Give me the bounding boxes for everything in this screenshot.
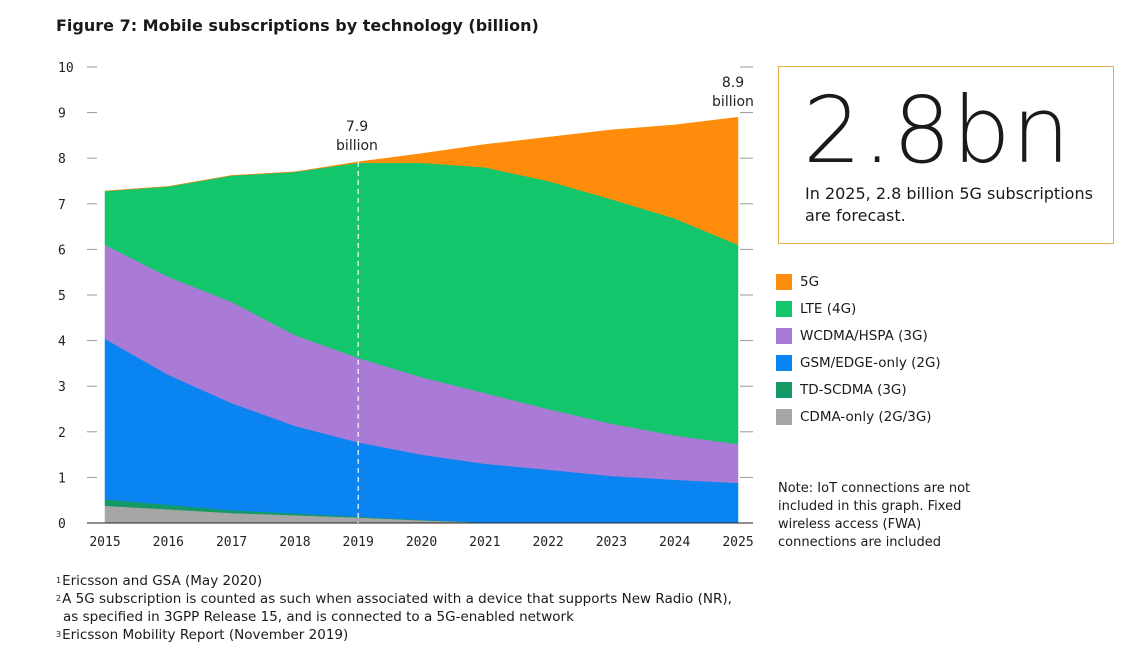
footnotes: 1Ericsson and GSA (May 2020) 2A 5G subsc… <box>56 572 732 644</box>
x-tick-label: 2021 <box>469 535 500 550</box>
legend-label: GSM/EDGE-only (2G) <box>800 354 941 371</box>
y-tick-label: 5 <box>58 289 66 304</box>
chart-note: Note: IoT connections are not included i… <box>778 481 971 550</box>
y-tick-label: 0 <box>58 517 66 532</box>
x-tick-label: 2016 <box>153 535 184 550</box>
legend-swatch <box>776 273 792 290</box>
legend-swatch <box>776 354 792 371</box>
x-tick-label: 2015 <box>89 535 120 550</box>
y-tick-label: 8 <box>58 152 66 167</box>
y-tick-label: 7 <box>58 198 66 213</box>
legend-swatch <box>776 408 792 425</box>
legend-label: WCDMA/HSPA (3G) <box>800 327 928 344</box>
legend-label: 5G <box>800 273 820 290</box>
highlight-description: In 2025, 2.8 billion 5G subscriptions ar… <box>805 184 1093 225</box>
footnote-continuation: as specified in 3GPP Release 15, and is … <box>63 609 574 625</box>
x-tick-label: 2025 <box>722 535 753 550</box>
area-5g <box>104 116 739 246</box>
x-tick-label: 2024 <box>659 535 690 550</box>
legend-label: LTE (4G) <box>800 300 857 317</box>
x-tick-label: 2017 <box>216 535 247 550</box>
footnote: 3Ericsson Mobility Report (November 2019… <box>56 627 349 643</box>
x-tick-label: 2019 <box>343 535 374 550</box>
footnote: 1Ericsson and GSA (May 2020) <box>56 573 263 589</box>
legend-swatch <box>776 327 792 344</box>
callout-2019-unit: billion <box>336 138 378 154</box>
highlight-box: 2.8bn In 2025, 2.8 billion 5G subscripti… <box>778 66 1114 244</box>
legend-swatch <box>776 300 792 317</box>
callout-2025-unit: billion <box>712 94 754 110</box>
chart-legend: 5G LTE (4G) WCDMA/HSPA (3G) GSM/EDGE-onl… <box>776 268 941 430</box>
legend-item-gsm: GSM/EDGE-only (2G) <box>776 349 941 376</box>
area-series-group <box>104 116 739 524</box>
callout-2019-value: 7.9 <box>346 119 368 135</box>
y-tick-label: 9 <box>58 107 66 122</box>
chart-axes: 0 1 2 3 4 5 6 7 8 9 10 2015 2016 2017 2018 2019 2020 2021… <box>58 61 754 550</box>
y-tick-label: 1 <box>58 471 66 486</box>
legend-swatch <box>776 381 792 398</box>
highlight-stat: 2.8bn <box>803 77 1072 184</box>
x-tick-label: 2022 <box>532 535 563 550</box>
y-tick-label: 3 <box>58 380 66 395</box>
y-tick-label: 6 <box>58 243 66 258</box>
legend-item-lte: LTE (4G) <box>776 295 941 322</box>
x-tick-label: 2020 <box>406 535 437 550</box>
legend-item-5g: 5G <box>776 268 941 295</box>
chart-overlay: 7.9 billion 8.9 billion <box>336 75 754 154</box>
y-tick-label: 4 <box>58 335 66 350</box>
y-tick-label: 10 <box>58 61 74 76</box>
legend-item-cdma: CDMA-only (2G/3G) <box>776 403 941 430</box>
legend-label: TD-SCDMA (3G) <box>800 381 907 398</box>
x-tick-label: 2023 <box>596 535 627 550</box>
footnote: 2A 5G subscription is counted as such wh… <box>56 591 732 607</box>
legend-item-tdscdma: TD-SCDMA (3G) <box>776 376 941 403</box>
legend-item-wcdma: WCDMA/HSPA (3G) <box>776 322 941 349</box>
figure-title: Figure 7: Mobile subscriptions by techno… <box>56 16 539 35</box>
y-tick-label: 2 <box>58 426 66 441</box>
callout-2025-value: 8.9 <box>722 75 744 91</box>
x-tick-label: 2018 <box>279 535 310 550</box>
legend-label: CDMA-only (2G/3G) <box>800 408 932 425</box>
